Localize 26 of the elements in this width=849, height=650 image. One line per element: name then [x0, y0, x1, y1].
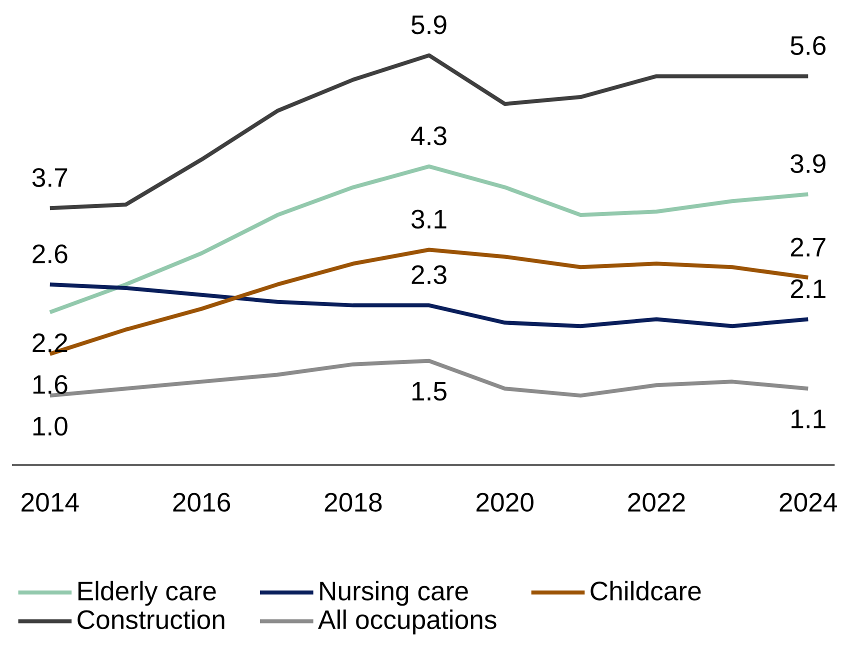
x-tick-label: 2014	[22, 492, 79, 512]
data-label: 3.7	[32, 168, 68, 187]
x-tick-label: 2016	[173, 492, 230, 512]
legend-label: Nursing care	[320, 580, 468, 606]
data-label: 3.9	[790, 154, 826, 174]
legend-label: Elderly care	[78, 580, 216, 606]
legend-label: Construction	[78, 610, 224, 630]
data-label: 1.1	[792, 410, 826, 428]
data-label: 2.1	[790, 279, 826, 298]
data-label: 2.6	[32, 244, 68, 264]
data-label: 5.6	[790, 36, 826, 56]
data-label: 2.3	[412, 265, 446, 284]
data-label: 2.2	[32, 333, 68, 352]
x-tick-label: 2024	[780, 492, 838, 512]
data-label: 5.9	[412, 15, 446, 34]
x-tick-label: 2020	[476, 492, 534, 512]
data-label: 1.0	[33, 416, 68, 436]
legend-label: Childcare	[590, 580, 701, 600]
x-tick-label: 2018	[324, 492, 382, 512]
data-label: 2.7	[790, 238, 826, 256]
data-label: 3.1	[412, 210, 446, 229]
legend-label: All occupations	[318, 610, 496, 634]
data-label: 1.6	[33, 375, 68, 394]
data-label: 1.5	[412, 382, 446, 401]
data-label: 4.3	[411, 126, 446, 146]
x-tick-label: 2022	[628, 492, 685, 512]
